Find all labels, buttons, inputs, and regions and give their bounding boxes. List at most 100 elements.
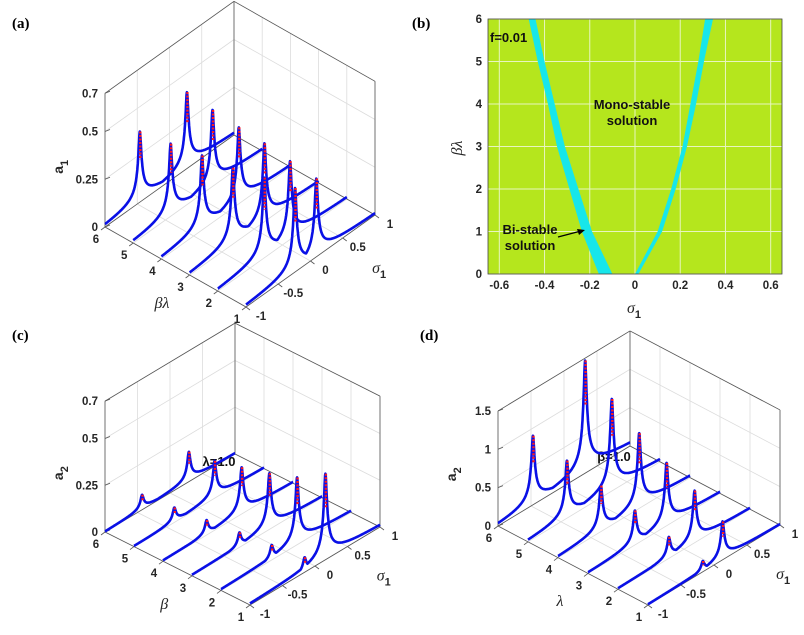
y-tick-label: 4 bbox=[476, 99, 483, 111]
z-tick bbox=[497, 446, 504, 450]
x-tick-label: -1 bbox=[260, 609, 271, 621]
grid-line-floor bbox=[527, 461, 661, 543]
x-tick bbox=[647, 604, 653, 609]
x-axis-label: σ1 bbox=[627, 300, 641, 321]
y-axis-label: βλ bbox=[449, 140, 466, 156]
x-tick bbox=[314, 565, 320, 570]
x-tick-label: 0 bbox=[322, 265, 328, 277]
z-tick-label: 1 bbox=[485, 444, 492, 456]
y-axis-label: β bbox=[159, 596, 168, 613]
y-tick-label: 3 bbox=[576, 580, 582, 592]
x-tick-label: -0.4 bbox=[535, 280, 555, 292]
x-tick bbox=[374, 214, 380, 219]
z-axis-label-subscript: 2 bbox=[452, 467, 464, 473]
z-axis-label-main: a bbox=[50, 472, 66, 480]
axis-box-edge bbox=[104, 322, 236, 402]
y-tick bbox=[523, 541, 529, 546]
x-tick-label: -1 bbox=[658, 609, 669, 621]
x-tick-label: -0.2 bbox=[580, 280, 600, 292]
axis-box-edge bbox=[104, 226, 247, 308]
y-tick-label: 0 bbox=[476, 269, 482, 281]
x-tick bbox=[713, 564, 719, 569]
y-tick bbox=[129, 546, 135, 550]
z-axis-label-main: a bbox=[443, 473, 459, 481]
x-tick-label: 0.5 bbox=[350, 242, 367, 254]
z-tick-label: 0 bbox=[485, 521, 491, 533]
x-tick bbox=[779, 524, 785, 529]
axis-box-edge bbox=[497, 330, 631, 412]
grid-line-floor bbox=[201, 157, 343, 239]
panel-label: (b) bbox=[412, 16, 430, 32]
x-tick bbox=[347, 546, 352, 550]
z-tick-label: 0.25 bbox=[76, 480, 99, 492]
z-tick-label: 0 bbox=[92, 222, 98, 234]
x-tick-label: -0.5 bbox=[288, 590, 308, 602]
z-tick bbox=[104, 224, 111, 228]
z-tick bbox=[104, 398, 111, 402]
z-tick bbox=[104, 129, 111, 132]
z-axis-label: a2 bbox=[50, 466, 71, 480]
x-tick-label: 0.2 bbox=[672, 280, 688, 292]
axis-box-edge bbox=[104, 0, 235, 94]
y-tick bbox=[213, 290, 219, 295]
x-tick bbox=[310, 260, 315, 265]
y-tick-label: 6 bbox=[93, 539, 99, 551]
grid-line-z bbox=[233, 86, 376, 168]
response-curve bbox=[249, 472, 381, 605]
y-tick-label: 4 bbox=[546, 565, 553, 577]
y-tick bbox=[100, 531, 106, 536]
z-tick bbox=[497, 485, 504, 489]
y-tick-label: 2 bbox=[209, 597, 215, 609]
x-tick-label: 0.4 bbox=[717, 280, 734, 292]
grid-line-floor bbox=[137, 512, 283, 586]
y-tick bbox=[187, 575, 193, 580]
grid-line-floor bbox=[137, 203, 279, 285]
y-tick-label: 5 bbox=[516, 549, 523, 561]
z-axis-label: a2 bbox=[443, 467, 464, 481]
z-tick-label: 0.7 bbox=[82, 396, 98, 408]
y-tick bbox=[553, 557, 559, 561]
y-tick bbox=[158, 560, 164, 565]
x-tick-label: -0.5 bbox=[686, 589, 706, 601]
z-tick-label: 0.5 bbox=[475, 483, 492, 495]
x-axis-label-main: σ bbox=[377, 567, 386, 584]
panel-c: 00.250.50.7123456-1-0.500.51a2βσ1(c)λ=1.… bbox=[12, 322, 399, 624]
x-axis-label-main: σ bbox=[372, 260, 381, 277]
z-tick bbox=[497, 523, 504, 527]
z-tick bbox=[497, 408, 504, 412]
response-curve bbox=[160, 126, 292, 258]
x-tick-label: 1 bbox=[392, 531, 399, 543]
bistable-left-region bbox=[528, 19, 613, 274]
axis-box-edge bbox=[233, 0, 376, 82]
x-tick bbox=[680, 584, 686, 589]
y-tick bbox=[613, 588, 619, 593]
x-tick-label: 0 bbox=[327, 570, 333, 582]
x-axis-label: σ1 bbox=[377, 567, 391, 588]
grid-line-floor bbox=[169, 492, 316, 567]
y-tick-label: 5 bbox=[122, 554, 129, 566]
z-axis-label: a1 bbox=[50, 160, 71, 174]
y-tick-label: 1 bbox=[238, 612, 245, 624]
y-tick bbox=[583, 573, 589, 577]
y-tick bbox=[185, 274, 190, 279]
x-tick-label: 0.5 bbox=[754, 549, 771, 561]
y-tick-label: 4 bbox=[149, 266, 156, 278]
z-tick bbox=[104, 436, 111, 439]
response-curve bbox=[245, 177, 376, 306]
y-tick-label: 1 bbox=[234, 314, 241, 326]
bi-stable-label: solution bbox=[505, 238, 556, 253]
axis-box-edge bbox=[234, 322, 381, 397]
x-tick bbox=[379, 526, 385, 531]
arrow-line bbox=[557, 230, 582, 238]
y-tick-label: 2 bbox=[476, 184, 482, 196]
axis-box-edge bbox=[234, 453, 381, 528]
x-tick-label: 1 bbox=[387, 219, 394, 231]
y-tick bbox=[245, 604, 251, 609]
y-tick bbox=[216, 590, 222, 594]
y-tick bbox=[157, 258, 162, 263]
grid-line-floor bbox=[132, 150, 263, 244]
mono-stable-label: Mono-stable bbox=[594, 97, 671, 112]
